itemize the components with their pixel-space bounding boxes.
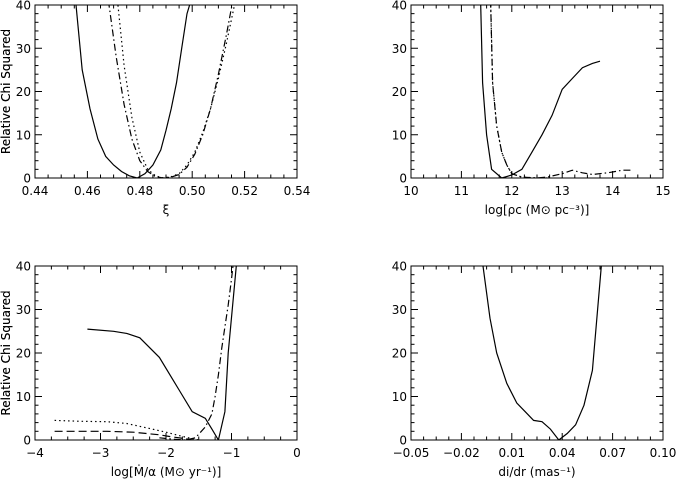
y-axis-label: Relative Chi Squared (0, 290, 13, 415)
y-axis-label: Relative Chi Squared (0, 29, 13, 154)
x-tick-label: 0.48 (126, 184, 153, 198)
series-solid-line (482, 266, 602, 440)
x-tick-label: 0.01 (498, 446, 525, 460)
y-axis-label: Relative Chi Squared (0, 290, 13, 415)
x-tick-label: 0.54 (284, 184, 311, 198)
x-tick-label: 0.46 (74, 184, 101, 198)
x-tick-label: −0.05 (393, 446, 430, 460)
x-tick-label: 10 (403, 184, 418, 198)
plot-frame (34, 4, 298, 179)
x-axis-label: ξ (163, 203, 170, 217)
x-tick-label: 14 (605, 184, 620, 198)
y-tick-label: 0 (399, 434, 407, 448)
y-tick-label: 10 (392, 390, 407, 404)
x-tick-label: 0.52 (231, 184, 258, 198)
x-tick-label: 13 (555, 184, 570, 198)
y-tick-label: 10 (16, 390, 31, 404)
x-tick-label: −4 (26, 446, 44, 460)
x-tick-label: 0.50 (179, 184, 206, 198)
y-tick-label: 10 (16, 128, 31, 142)
y-tick-label: 40 (392, 260, 407, 274)
panel-top-left: 0.44 0.46 0.48 0.50 0.52 0.54 0 10 20 30 40 ξ Relati… (0, 0, 310, 217)
y-tick-label: 40 (392, 0, 407, 13)
y-axis-label: Relative Chi Squared (0, 29, 13, 154)
y-tick-label: 20 (392, 85, 407, 99)
series-solid-line (87, 266, 237, 440)
x-tick-label: 15 (655, 184, 670, 198)
y-tick-label: 0 (23, 172, 31, 186)
y-tick-label: 20 (16, 85, 31, 99)
series-dotted-line (117, 5, 236, 178)
y-tick-label: 0 (399, 172, 407, 186)
x-tick-label: −3 (92, 446, 110, 460)
plot-frame (410, 4, 664, 179)
y-tick-label: 30 (392, 42, 407, 56)
x-tick-label: 0.10 (650, 446, 677, 460)
series-dash-dot-line (159, 266, 234, 440)
x-tick-label: 11 (454, 184, 469, 198)
x-tick-label: 0.04 (549, 446, 576, 460)
x-tick-label: 0.07 (599, 446, 626, 460)
x-tick-label: 12 (504, 184, 519, 198)
y-tick-label: 20 (392, 347, 407, 361)
y-tick-label: 40 (16, 0, 31, 13)
x-tick-label: 0 (293, 446, 301, 460)
y-tick-label: 10 (392, 128, 407, 142)
x-tick-label: −2 (157, 446, 175, 460)
y-tick-label: 30 (16, 303, 31, 317)
x-tick-label: −1 (223, 446, 241, 460)
y-tick-label: 20 (16, 347, 31, 361)
series-dashed-line (54, 430, 193, 440)
plot-frame (410, 265, 664, 441)
x-axis-label: di/dr (mas⁻¹) (498, 465, 575, 479)
panel-bottom-right: −0.05 −0.02 0.01 0.04 0.07 0.10 0 10 20 30 40 di/dr… (0, 260, 676, 480)
y-tick-label: 40 (16, 260, 31, 274)
x-tick-label: 0.44 (22, 184, 49, 198)
panel-bottom-left: −4 −3 −2 −1 0 0 10 20 30 40 log[Ṁ/α (M⊙ yr⁻¹)] Rela… (0, 260, 301, 480)
series-dash-dot-line (490, 5, 633, 178)
y-tick-label: 30 (16, 42, 31, 56)
y-tick-label: 30 (392, 303, 407, 317)
plot-frame (34, 265, 298, 441)
x-tick-label: −0.02 (443, 446, 480, 460)
x-axis-label: log[ρc (M⊙ pc⁻³)] (485, 203, 590, 217)
y-tick-label: 0 (23, 434, 31, 448)
series-dotted-line (490, 5, 548, 178)
series-solid-line (75, 5, 191, 178)
series-dash-dot-line (108, 5, 233, 178)
x-axis-label: log[Ṁ/α (M⊙ yr⁻¹)] (111, 464, 222, 479)
series-solid-line (480, 5, 601, 178)
